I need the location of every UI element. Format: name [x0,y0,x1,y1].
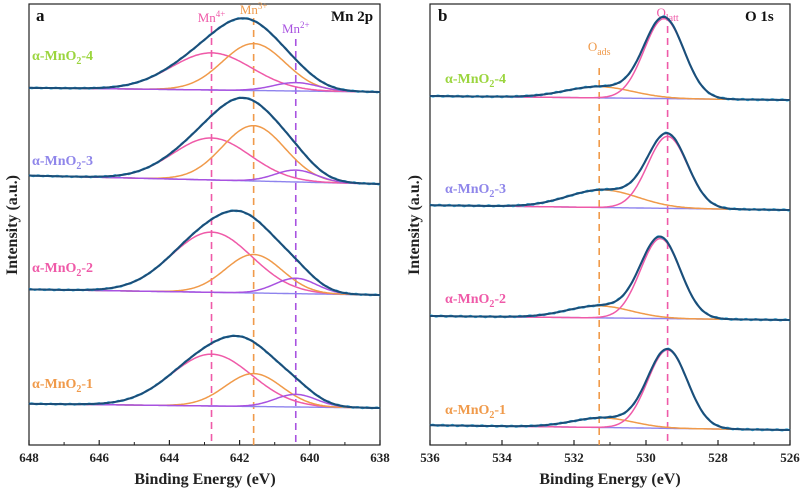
sample-label: α-MnO2-3 [445,182,506,200]
fitted-envelope [430,235,790,322]
sample-label: α-MnO2-1 [445,403,506,421]
fitted-envelope [29,17,380,94]
sample-label: α-MnO2-1 [32,377,93,395]
raw-spectrum [429,235,791,322]
fitted-envelope [29,209,380,297]
raw-spectrum [28,334,381,410]
x-tick-label: 644 [160,450,180,465]
panel-b-o1s: Oads Olatt α-MnO2-4 α-MnO2-3 α-MnO2-2 α-MnO2… [406,3,800,488]
fitted-envelope [430,132,790,212]
sample-label: α-MnO2-2 [445,292,506,310]
fitted-envelope [29,96,381,186]
sample-label: α-MnO2-3 [32,154,93,172]
x-tick-label: 534 [492,450,512,465]
raw-spectrum [429,131,791,212]
x-tick-label: 642 [230,450,250,465]
x-tick-label: 532 [564,450,584,465]
x-tick-label: 646 [89,450,109,465]
x-tick-label: 638 [370,450,390,465]
peak-label: Olatt [657,5,679,24]
panel-a-ylabel: Intensity (a.u.) [4,175,21,275]
fitted-envelope [430,15,790,102]
fitted-envelope [430,347,790,432]
peak-label: Mn2+ [282,20,310,36]
fitted-envelope [29,334,380,410]
panel-a-core-level: Mn 2p [331,9,373,25]
x-tick-label: 526 [780,450,800,465]
x-tick-label: 528 [708,450,728,465]
component-peak-olatt [430,237,790,321]
x-tick-label: 648 [19,450,39,465]
panel-b-frame [429,3,791,446]
sample-label: α-MnO2-4 [445,72,506,90]
panel-a-letter: a [36,6,45,25]
sample-label: α-MnO2-2 [32,261,93,279]
peak-label: Mn3+ [240,1,268,17]
panel-b-ylabel: Intensity (a.u.) [406,175,423,275]
panel-b-core-level: O 1s [745,9,774,25]
panel-a-mn2p: Mn4+ Mn3+ Mn2+ α-MnO2-4 α-MnO2-3 α-MnO2-2 α-M… [4,1,390,488]
panel-b-letter: b [438,6,447,25]
component-peak-olatt [430,135,790,211]
peak-label: Oads [588,39,611,58]
raw-spectrum [28,96,381,186]
x-tick-label: 640 [300,450,320,465]
panel-a-xlabel: Binding Energy (eV) [134,471,275,488]
panel-b-xlabel: Binding Energy (eV) [539,471,680,488]
sample-label: α-MnO2-4 [32,49,93,67]
x-tick-label: 530 [636,450,656,465]
peak-label: Mn4+ [198,9,226,25]
x-tick-label: 536 [420,450,440,465]
